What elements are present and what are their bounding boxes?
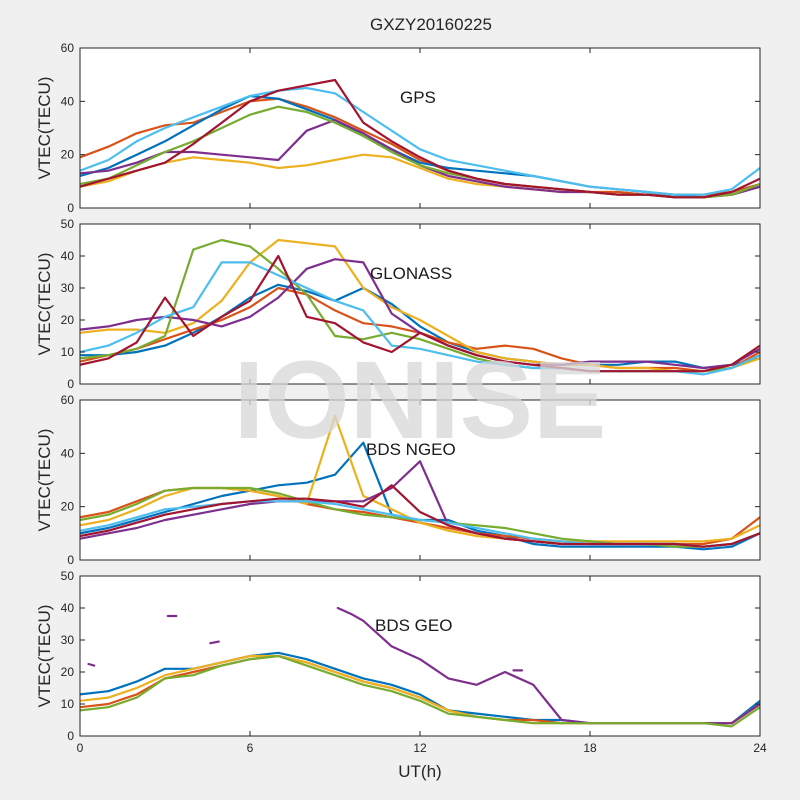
y-tick-label: 60: [61, 41, 75, 55]
panel-1: 0 20 40 60 VTEC(TECU) GPS: [35, 41, 761, 215]
y-tick-label: 50: [61, 569, 75, 583]
y-tick-label: 10: [61, 345, 75, 359]
x-tick-label: 24: [753, 741, 767, 755]
series-fragment-3: [209, 640, 220, 645]
y-tick-label: 30: [61, 281, 75, 295]
x-tick-label: 18: [583, 741, 597, 755]
y-tick-label: 40: [61, 94, 75, 108]
watermark-text: IONISE: [234, 339, 607, 462]
series-group: [80, 238, 760, 376]
x-axis-label: UT(h): [398, 762, 441, 781]
y-tick-label: 20: [61, 313, 75, 327]
panel-annotation: GPS: [400, 88, 436, 107]
panel-annotation: BDS GEO: [375, 616, 452, 635]
y-tick-label: 20: [61, 665, 75, 679]
series-group: [80, 414, 760, 551]
y-tick-label: 40: [61, 249, 75, 263]
y-tick-label: 0: [67, 553, 74, 567]
series-fragment-1: [87, 662, 96, 667]
y-tick-label: 20: [61, 500, 75, 514]
panel-4: 0 10 20 30 40 50 0 6 12 18 24 VTEC(TECU) BDS GEO: [35, 569, 767, 755]
x-tick-label: 12: [413, 741, 427, 755]
y-tick-label: 10: [61, 697, 75, 711]
y-axis-label: VTEC(TECU): [35, 253, 54, 356]
figure-title: GXZY20160225: [370, 15, 492, 34]
y-tick-label: 50: [61, 217, 75, 231]
series-group: [80, 606, 760, 728]
x-tick-label: 6: [247, 741, 254, 755]
y-tick-label: 0: [67, 377, 74, 391]
y-axis-label: VTEC(TECU): [35, 77, 54, 180]
plot-area: [80, 48, 760, 208]
panel-3: 0 20 40 60 VTEC(TECU) BDS NGEO: [35, 393, 761, 567]
series-line-7: [80, 484, 760, 548]
y-tick-label: 60: [61, 393, 75, 407]
series-line-7: [80, 78, 760, 199]
y-tick-label: 0: [67, 201, 74, 215]
y-axis-label: VTEC(TECU): [35, 429, 54, 532]
panel-annotation: BDS NGEO: [366, 440, 456, 459]
y-tick-label: 40: [61, 446, 75, 460]
y-tick-label: 30: [61, 633, 75, 647]
series-group: [80, 78, 760, 199]
x-tick-label: 0: [77, 741, 84, 755]
y-tick-label: 20: [61, 148, 75, 162]
panel-annotation: GLONASS: [370, 264, 452, 283]
y-axis-label: VTEC(TECU): [35, 605, 54, 708]
plot-area: [80, 400, 760, 560]
y-tick-label: 0: [67, 729, 74, 743]
panel-2: 0 10 20 30 40 50 VTEC(TECU) GLONASS: [35, 217, 761, 391]
series-line-7: [80, 254, 760, 373]
series-line-6: [80, 86, 760, 196]
series-line-3: [80, 238, 760, 373]
y-tick-label: 40: [61, 601, 75, 615]
series-line-5: [80, 654, 760, 728]
plot-area: [80, 576, 760, 736]
